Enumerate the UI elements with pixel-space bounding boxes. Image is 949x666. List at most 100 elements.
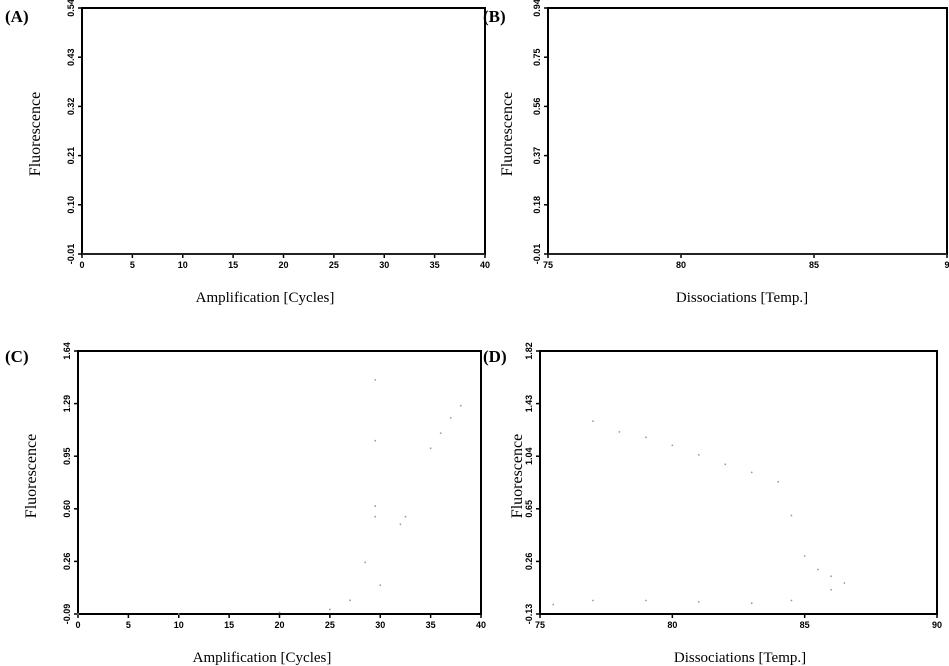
data-point — [177, 613, 180, 615]
data-point — [644, 436, 647, 439]
x-tick-label: 30 — [379, 260, 389, 270]
panel-c-ylabel: Fluorescence — [23, 434, 40, 518]
y-tick-label: 1.29 — [62, 395, 72, 413]
data-point — [439, 432, 442, 434]
data-point — [790, 514, 793, 517]
y-tick-label: 0.26 — [62, 553, 72, 571]
data-point — [374, 439, 377, 442]
panel-a-plot: 0 5 10 15 20 25 30 35 40 -0.01 0.10 0.21 0.32 0.43 0.5… — [66, 0, 490, 270]
y-tick-label: 0.94 — [532, 0, 542, 17]
x-tick-label: 35 — [426, 620, 436, 630]
data-point — [459, 404, 462, 407]
data-point — [803, 555, 806, 557]
y-tick-label: -0.01 — [532, 244, 542, 265]
x-tick-label: 15 — [224, 620, 234, 630]
data-point — [374, 505, 377, 507]
y-tick-label: 1.04 — [524, 447, 534, 465]
panel-b: (B) Fluorescence Dissociations [Temp.] 7… — [483, 0, 949, 306]
data-point — [618, 431, 621, 433]
x-tick-label: 75 — [535, 620, 545, 630]
panel-b-plot: 75 80 85 9 -0.01 0.18 0.37 0.56 0.75 0.94 — [532, 0, 949, 270]
y-tick-label: 1.82 — [524, 342, 534, 360]
y-tick-label: 1.43 — [524, 395, 534, 413]
panel-d: (D) Fluorescence Dissociations [Temp.] 7… — [483, 342, 942, 666]
y-tick-label: 0.21 — [66, 147, 76, 165]
panel-b-xlabel: Dissociations [Temp.] — [676, 290, 808, 306]
plot-frame — [547, 7, 948, 255]
data-point — [697, 453, 700, 456]
x-tick-label: 20 — [274, 620, 284, 630]
x-tick-label: 15 — [228, 260, 238, 270]
data-point — [671, 444, 674, 447]
y-tick-label: 0.54 — [66, 0, 76, 17]
x-tick-label: 5 — [130, 260, 135, 270]
data-point — [843, 582, 846, 584]
y-tick-label: -0.09 — [62, 604, 72, 625]
data-point — [830, 575, 833, 578]
y-tick-label: 0.10 — [66, 196, 76, 214]
plot-frame — [539, 350, 938, 615]
x-tick-label: 35 — [430, 260, 440, 270]
data-point — [449, 416, 452, 419]
y-tick-label: 0.95 — [62, 447, 72, 465]
panel-a-xlabel: Amplification [Cycles] — [196, 290, 335, 306]
x-tick-label: 25 — [329, 260, 339, 270]
data-point — [750, 602, 753, 605]
x-tick-label: 90 — [932, 620, 942, 630]
panel-a-label: (A) — [5, 7, 29, 26]
y-tick-label: 0.37 — [532, 147, 542, 165]
x-tick-label: 80 — [676, 260, 686, 270]
data-point — [374, 378, 377, 381]
y-tick-label: 0.18 — [532, 196, 542, 214]
x-tick-label: 10 — [174, 620, 184, 630]
x-tick-label: 5 — [126, 620, 131, 630]
data-point — [379, 584, 382, 587]
data-point — [817, 568, 819, 571]
y-tick-label: -0.01 — [66, 244, 76, 265]
data-point — [830, 588, 833, 591]
y-tick-label: 0.65 — [524, 500, 534, 518]
data-point — [328, 608, 331, 611]
y-tick-label: 0.75 — [532, 48, 542, 66]
y-tick-label: 0.43 — [66, 48, 76, 66]
x-tick-label: 25 — [325, 620, 335, 630]
x-tick-label: 20 — [278, 260, 288, 270]
plot-frame — [77, 350, 482, 615]
data-point — [429, 447, 432, 450]
data-point — [77, 613, 79, 615]
y-tick-label: 0.26 — [524, 553, 534, 571]
y-tick-label: 0.32 — [66, 98, 76, 116]
y-tick-label: -0.13 — [524, 604, 534, 625]
panel-c-label: (C) — [5, 347, 29, 366]
panel-d-ylabel: Fluorescence — [509, 434, 526, 518]
x-tick-label: 85 — [800, 620, 810, 630]
y-tick-label: 1.64 — [62, 342, 72, 360]
x-tick-label: 80 — [667, 620, 677, 630]
data-point — [278, 611, 281, 614]
data-point — [777, 480, 780, 483]
x-tick-label: 85 — [809, 260, 819, 270]
panel-a: (A) Fluorescence Amplification [Cycles] … — [5, 0, 490, 306]
x-tick-label: 0 — [79, 260, 84, 270]
x-tick-label: 40 — [480, 260, 490, 270]
x-tick-label: 40 — [476, 620, 486, 630]
panel-c: (C) Fluorescence Amplification [Cycles] … — [5, 342, 486, 666]
data-point — [592, 420, 594, 423]
panel-d-xlabel: Dissociations [Temp.] — [674, 650, 806, 666]
data-point — [697, 600, 700, 603]
panel-c-xlabel: Amplification [Cycles] — [193, 650, 332, 666]
data-point — [364, 561, 367, 564]
panel-b-ylabel: Fluorescence — [499, 92, 516, 176]
panel-d-plot: 75 80 85 90 -0.13 0.26 0.65 1.04 1.43 1.82 — [524, 342, 942, 630]
panel-b-label: (B) — [483, 7, 506, 26]
data-point — [404, 515, 407, 518]
x-tick-label: 0 — [75, 620, 80, 630]
data-point — [349, 599, 351, 602]
data-point — [644, 599, 647, 602]
y-tick-label: 0.56 — [532, 98, 542, 116]
data-point — [592, 599, 594, 602]
data-point — [750, 471, 753, 474]
data-point — [790, 599, 793, 602]
x-tick-label: 9 — [944, 260, 949, 270]
